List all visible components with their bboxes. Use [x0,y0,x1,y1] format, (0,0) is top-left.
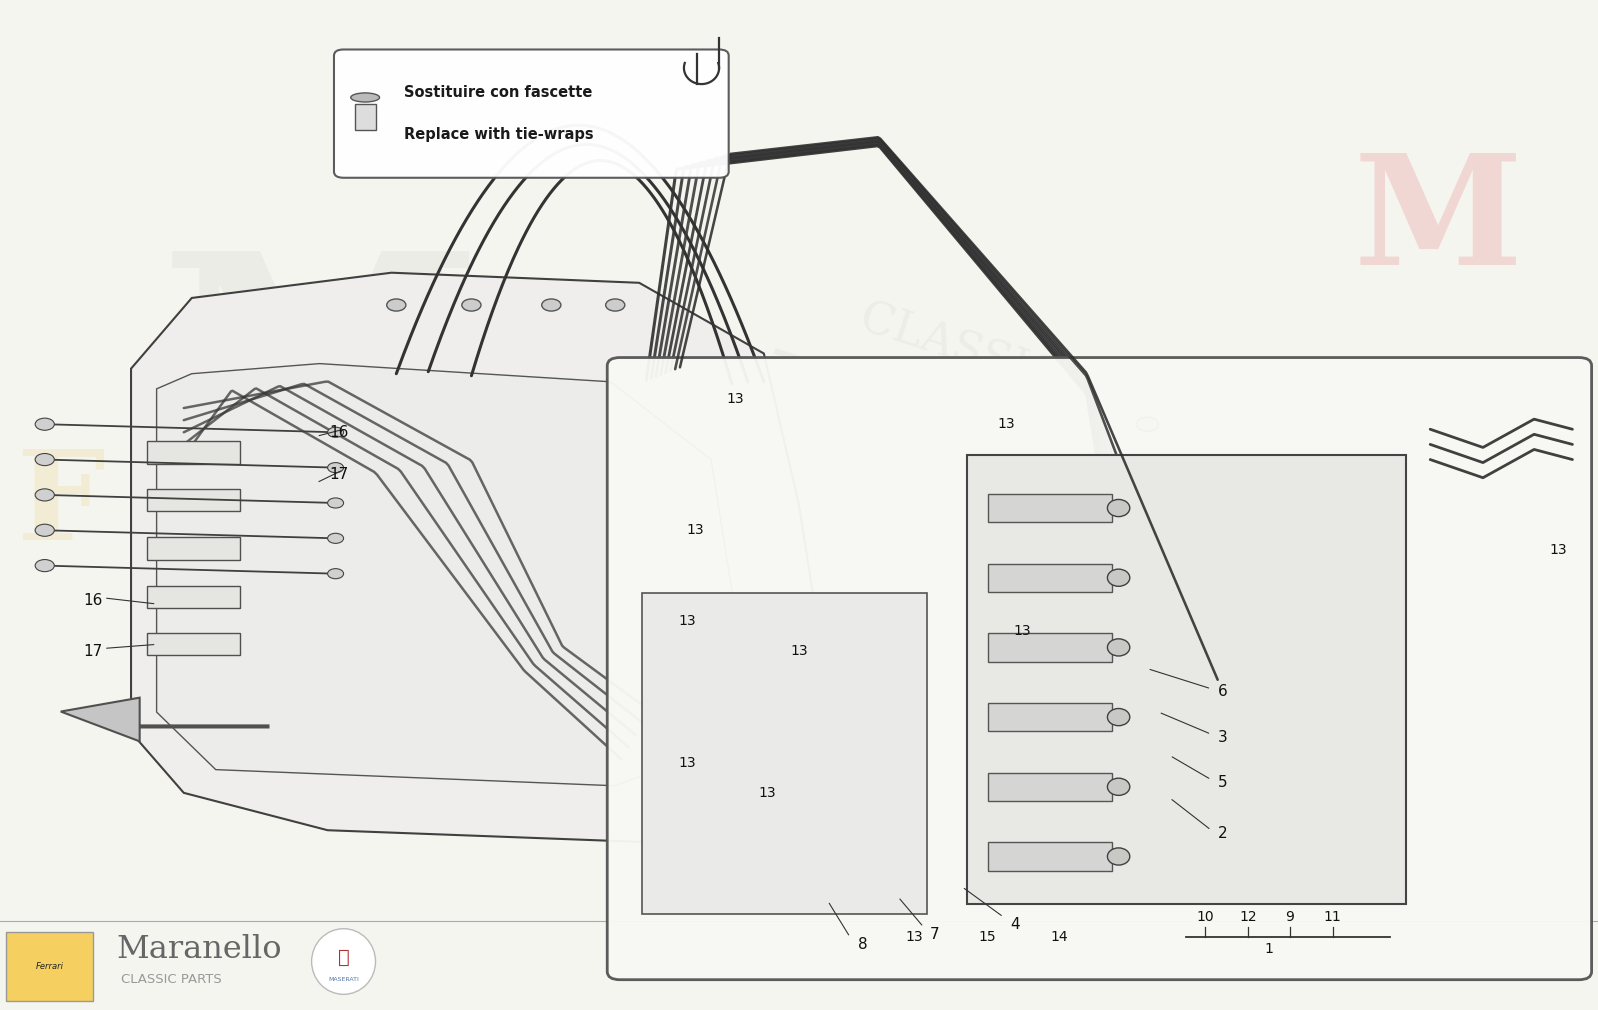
Text: CLASSIC PARTS: CLASSIC PARTS [353,296,765,472]
Text: 12: 12 [1238,910,1258,924]
Bar [988,703,1112,731]
Text: 14: 14 [1050,930,1069,944]
Text: 13: 13 [789,644,809,659]
Text: F: F [16,444,105,566]
Text: Maranello: Maranello [740,344,1338,625]
Text: CLASSIC PARTS: CLASSIC PARTS [855,296,1222,451]
Bar [147,489,240,511]
Text: 1: 1 [1264,942,1274,956]
Circle shape [328,569,344,579]
Ellipse shape [1107,570,1130,586]
Bar [147,441,240,464]
Circle shape [1136,417,1159,431]
Text: 13: 13 [757,786,777,800]
Text: 16: 16 [329,425,348,439]
Text: 3: 3 [1218,730,1227,744]
Bar [147,633,240,655]
Text: 13: 13 [678,755,697,770]
Bar [988,773,1112,801]
Circle shape [1136,741,1159,755]
Text: 13: 13 [678,614,697,628]
Circle shape [1136,796,1159,810]
Text: Sostituire con fascette: Sostituire con fascette [404,85,593,100]
Text: CLASSIC PARTS: CLASSIC PARTS [121,974,222,986]
Polygon shape [131,273,828,843]
Text: 17: 17 [329,468,348,482]
Text: 10: 10 [1195,910,1214,924]
Text: 5: 5 [1218,776,1227,790]
Circle shape [1136,580,1159,594]
Circle shape [387,299,406,311]
Text: ⸵: ⸵ [337,948,350,967]
Text: 13: 13 [904,930,924,944]
Text: 16: 16 [83,594,102,608]
Circle shape [35,560,54,572]
Ellipse shape [352,93,380,102]
Polygon shape [61,698,268,741]
Ellipse shape [1107,847,1130,865]
Circle shape [35,524,54,536]
Text: Replace with tie-wraps: Replace with tie-wraps [404,127,594,142]
Bar [967,454,1406,904]
Ellipse shape [312,929,376,994]
Bar [6,932,93,1001]
Text: 13: 13 [997,417,1016,431]
Circle shape [328,498,344,508]
Text: Maranello: Maranello [117,934,283,965]
Circle shape [328,463,344,473]
Circle shape [462,299,481,311]
Bar [988,494,1112,522]
Ellipse shape [1107,709,1130,725]
Ellipse shape [1107,778,1130,796]
Bar [147,537,240,560]
Text: Ferrari: Ferrari [35,963,64,971]
Text: 2: 2 [1218,826,1227,840]
Text: Maranello: Maranello [232,372,887,679]
Circle shape [606,299,625,311]
Bar [988,633,1112,662]
Text: 13: 13 [1548,543,1568,558]
Text: 4: 4 [1010,917,1020,931]
Text: M: M [1354,147,1523,297]
Circle shape [328,427,344,437]
Text: 9: 9 [1285,910,1294,924]
Circle shape [542,299,561,311]
Circle shape [1136,633,1159,647]
Circle shape [328,533,344,543]
FancyBboxPatch shape [334,49,729,178]
Bar [988,842,1112,871]
Text: 8: 8 [858,937,868,951]
Text: 13: 13 [1013,624,1032,638]
Text: 7: 7 [930,927,940,941]
Circle shape [1136,525,1159,539]
Text: Ma: Ma [160,242,671,525]
Circle shape [35,489,54,501]
Polygon shape [157,364,738,786]
Bar [355,104,376,130]
Text: 11: 11 [1323,910,1342,924]
Circle shape [1136,688,1159,702]
Text: 15: 15 [978,930,997,944]
Text: 13: 13 [686,523,705,537]
FancyBboxPatch shape [607,358,1592,980]
Text: 13: 13 [725,392,745,406]
Ellipse shape [1107,639,1130,656]
Circle shape [35,418,54,430]
Bar [988,564,1112,592]
Text: 17: 17 [83,644,102,659]
Circle shape [1136,472,1159,486]
Circle shape [35,453,54,466]
Ellipse shape [1107,500,1130,517]
Text: MASERATI: MASERATI [328,978,360,982]
Bar [147,586,240,608]
Bar [642,593,927,914]
Text: 6: 6 [1218,685,1227,699]
